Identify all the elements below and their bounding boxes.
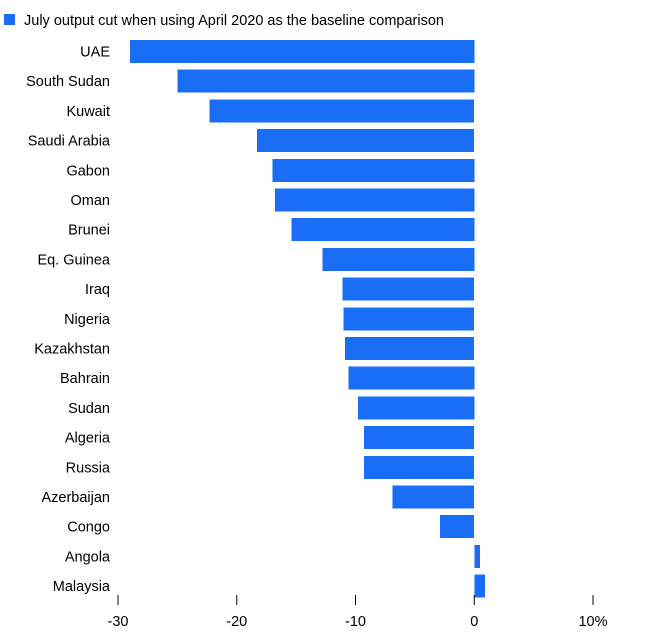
category-label: Sudan (68, 401, 110, 417)
x-tick-label: -10 (345, 614, 366, 630)
x-tick-label: 10% (578, 614, 607, 630)
legend-swatch (4, 14, 15, 25)
bar-iraq (342, 277, 475, 301)
category-label: UAE (80, 45, 110, 61)
bar-gabon (272, 158, 475, 182)
bar-kazakhstan (344, 337, 475, 360)
bar-oman (274, 188, 475, 212)
bar-uae (129, 40, 475, 63)
bar-south-sudan (177, 69, 475, 93)
category-label: Iraq (85, 282, 110, 298)
x-tick-label: -30 (108, 614, 129, 630)
bar-saudi-arabia (256, 129, 475, 153)
bar-russia (363, 455, 475, 479)
bar-sudan (357, 396, 475, 420)
category-label: Eq. Guinea (37, 252, 110, 268)
bar-congo (439, 515, 475, 539)
category-label: Kuwait (66, 104, 110, 120)
category-label: Russia (66, 460, 111, 476)
legend: July output cut when using April 2020 as… (4, 13, 444, 29)
bar-nigeria (343, 307, 475, 331)
bar-bahrain (348, 366, 475, 390)
category-label: Brunei (68, 223, 110, 239)
category-label: Oman (71, 193, 111, 209)
x-axis: -30 -20 -10 0 10% (108, 595, 608, 630)
category-label: Nigeria (64, 312, 111, 328)
category-label: Saudi Arabia (28, 134, 111, 150)
bar-azerbaijan (392, 485, 475, 509)
bar-eq-guinea (322, 247, 475, 271)
category-label: Kazakhstan (34, 342, 110, 358)
category-label: Azerbaijan (41, 490, 110, 506)
category-label: South Sudan (26, 74, 110, 90)
bar-kuwait (209, 99, 475, 123)
x-tick-label: 0 (470, 614, 478, 630)
x-tick-label: -20 (226, 614, 247, 630)
bar-malaysia (474, 574, 485, 598)
category-labels: UAE South Sudan Kuwait Saudi Arabia Gabon Oma… (26, 45, 111, 596)
category-label: Algeria (65, 431, 111, 447)
category-label: Congo (67, 520, 110, 536)
category-label: Gabon (66, 163, 110, 179)
bars (129, 40, 485, 598)
legend-label: July output cut when using April 2020 as… (24, 13, 444, 29)
category-label: Malaysia (53, 579, 111, 595)
bar-brunei (291, 218, 475, 242)
category-label: Bahrain (60, 371, 110, 387)
category-label: Angola (65, 549, 111, 565)
bar-angola (474, 544, 481, 568)
bar-algeria (363, 426, 475, 450)
